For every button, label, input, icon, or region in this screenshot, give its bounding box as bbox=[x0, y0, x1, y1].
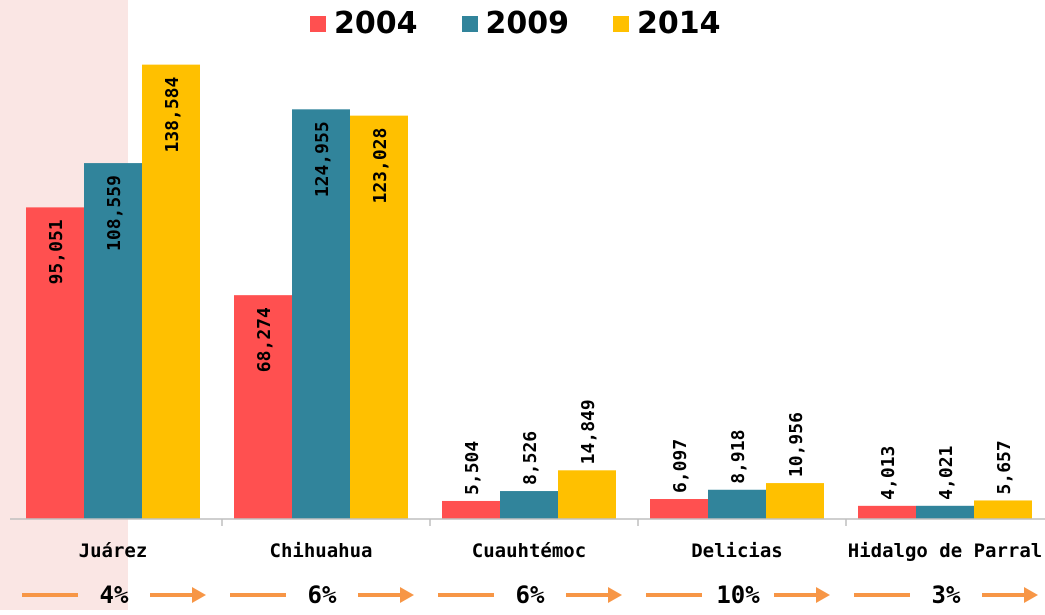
legend-item-2014: 2014 bbox=[613, 9, 721, 39]
legend-label-2009: 2009 bbox=[485, 6, 570, 41]
data-label-delicias-2014: 10,956 bbox=[786, 412, 807, 477]
bar-delicias-2014 bbox=[766, 483, 824, 519]
bar-hidalgo-de-parral-2014 bbox=[974, 500, 1032, 519]
data-label-cuauhtemoc-2014: 14,849 bbox=[578, 399, 599, 464]
data-label-cuauhtemoc-2004: 5,504 bbox=[462, 441, 483, 495]
bar-hidalgo-de-parral-2009 bbox=[916, 505, 974, 519]
data-label-delicias-2009: 8,918 bbox=[728, 430, 749, 484]
bar-juarez-2009 bbox=[84, 163, 142, 520]
bar-delicias-2004 bbox=[650, 499, 708, 519]
legend-item-2009: 2009 bbox=[461, 6, 570, 41]
legend-item-2004: 2004 bbox=[310, 9, 418, 39]
category-label-juarez: Juárez bbox=[79, 540, 148, 562]
legend-swatch-2014 bbox=[613, 16, 629, 32]
bar-chihuahua-2014 bbox=[350, 115, 408, 519]
data-label-delicias-2004: 6,097 bbox=[670, 439, 691, 493]
data-label-juarez-2014: 138,584 bbox=[162, 76, 183, 152]
data-label-hidalgo-de-parral-2014: 5,657 bbox=[994, 440, 1015, 494]
bar-chihuahua-2009 bbox=[292, 109, 350, 519]
growth-arrow-hidalgo-de-parral bbox=[854, 587, 1038, 603]
bar-cuauhtemoc-2009 bbox=[500, 491, 558, 519]
growth-arrow-delicias bbox=[646, 587, 830, 603]
legend-label-2014: 2014 bbox=[637, 6, 721, 41]
data-label-hidalgo-de-parral-2009: 4,021 bbox=[936, 446, 957, 500]
growth-rate-label-delicias: 10% bbox=[716, 581, 760, 609]
growth-arrow-cuauhtemoc bbox=[438, 587, 622, 603]
legend-swatch-2009 bbox=[461, 16, 478, 32]
bar-juarez-2004 bbox=[26, 207, 84, 519]
legend-swatch-2004 bbox=[310, 16, 326, 32]
bar-delicias-2009 bbox=[708, 489, 766, 519]
category-label-chihuahua: Chihuahua bbox=[270, 540, 373, 562]
data-label-cuauhtemoc-2009: 8,526 bbox=[520, 431, 541, 485]
bar-chihuahua-2004 bbox=[234, 295, 292, 519]
data-label-chihuahua-2014: 123,028 bbox=[370, 128, 391, 204]
growth-arrow-juarez bbox=[22, 587, 206, 603]
growth-arrow-chihuahua bbox=[230, 587, 414, 603]
data-label-chihuahua-2009: 124,955 bbox=[312, 121, 333, 197]
category-label-hidalgo-de-parral: Hidalgo de Parral bbox=[848, 540, 1042, 562]
growth-rate-label-cuauhtemoc: 6% bbox=[516, 581, 545, 609]
data-label-juarez-2004: 95,051 bbox=[46, 219, 67, 284]
growth-rate-label-hidalgo-de-parral: 3% bbox=[932, 581, 961, 609]
category-label-delicias: Delicias bbox=[691, 540, 783, 562]
growth-rate-label-chihuahua: 6% bbox=[308, 581, 337, 609]
legend-label-2004: 2004 bbox=[334, 6, 418, 41]
chart-legend: 2004 2009 2014 bbox=[310, 4, 721, 44]
data-label-chihuahua-2004: 68,274 bbox=[254, 307, 275, 372]
bar-hidalgo-de-parral-2004 bbox=[858, 505, 916, 519]
bar-cuauhtemoc-2014 bbox=[558, 470, 616, 519]
growth-rate-label-juarez: 4% bbox=[100, 581, 129, 609]
data-label-hidalgo-de-parral-2004: 4,013 bbox=[878, 446, 899, 500]
bar-juarez-2014 bbox=[142, 64, 200, 519]
bar-cuauhtemoc-2004 bbox=[442, 500, 500, 519]
data-label-juarez-2009: 108,559 bbox=[104, 175, 125, 251]
category-label-cuauhtemoc: Cuauhtémoc bbox=[472, 540, 586, 562]
